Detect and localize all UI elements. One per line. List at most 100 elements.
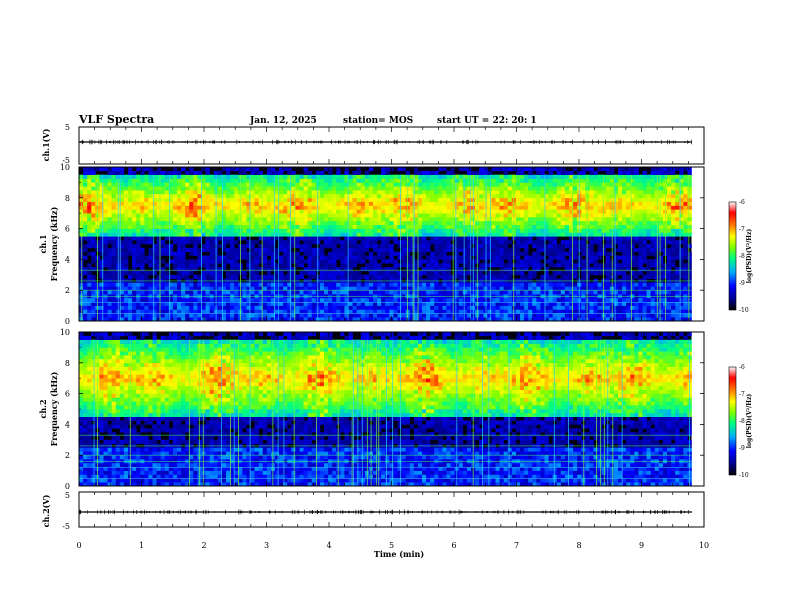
spectrogram-cell: [585, 217, 590, 222]
spectrogram-cell: [262, 240, 268, 245]
spectrogram-cell: [87, 201, 92, 206]
spectrogram-cell: [107, 259, 112, 264]
spectrogram-cell: [156, 263, 161, 268]
spectrogram-cell: [107, 309, 112, 314]
spectrogram-cell: [177, 282, 182, 287]
spectrogram-cell: [160, 217, 166, 222]
spectrogram-cell: [295, 259, 300, 264]
spectrogram-cell: [462, 174, 468, 179]
spectrogram-cell: [417, 182, 423, 187]
spectrogram-cell: [458, 247, 464, 252]
spectrogram-cell: [560, 286, 566, 291]
spectrogram-cell: [295, 240, 300, 245]
spectrogram-cell: [230, 317, 235, 322]
spectrogram-cell: [373, 259, 378, 264]
spectrogram-cell: [83, 313, 88, 318]
spectrogram-cell: [515, 201, 521, 206]
spectrogram-cell: [581, 193, 586, 199]
spectrogram-cell: [487, 217, 492, 222]
spectrogram-cell: [201, 193, 206, 199]
spectrogram-cell: [168, 282, 174, 287]
spectrogram-cell: [254, 224, 259, 229]
spectrogram-cell: [230, 209, 235, 214]
spectrogram-cell: [242, 255, 247, 260]
spectrogram-cell: [172, 213, 178, 218]
spectrogram-cell: [536, 301, 541, 306]
spectrogram-cell: [217, 290, 223, 295]
spectrogram-cell: [328, 217, 333, 222]
spectrogram-cell: [185, 259, 190, 264]
spectrogram-cell: [552, 174, 558, 179]
spectrogram-cell: [250, 186, 255, 191]
spectrogram-cell: [413, 193, 419, 199]
spectrogram-cell: [311, 297, 317, 303]
spectrogram-cell: [111, 240, 117, 245]
spectrogram-cell: [426, 313, 431, 318]
spectrogram-cell: [111, 232, 117, 237]
spectrogram-cell: [348, 317, 353, 322]
spectrogram-cell: [328, 201, 333, 206]
spectrogram-cell: [389, 286, 394, 291]
spectrogram-cell: [434, 182, 439, 187]
spectrogram-cell: [344, 313, 349, 318]
spectrogram-cell: [164, 213, 170, 218]
spectrogram-cell: [356, 259, 362, 264]
spectrogram-cell: [548, 240, 553, 245]
spectrogram-cell: [352, 197, 357, 202]
spectrogram-cell: [328, 186, 333, 191]
spectrogram-cell: [336, 174, 341, 179]
spectrogram-cell: [454, 236, 460, 241]
spectrogram-cell: [324, 193, 329, 199]
spectrogram-cell: [266, 201, 272, 206]
spectrogram-cell: [226, 224, 231, 229]
spectrogram-cell: [462, 251, 468, 256]
spectrogram-cell: [524, 167, 529, 172]
spectrogram-cell: [581, 309, 586, 314]
spectrogram-cell: [397, 317, 402, 322]
spectrogram-cell: [430, 182, 435, 187]
spectrogram-cell: [442, 301, 447, 306]
spectrogram-cell: [536, 247, 541, 252]
spectrogram-cell: [348, 301, 353, 306]
spectrogram-cell: [581, 267, 586, 272]
spectrogram-cell: [430, 186, 435, 191]
spectrogram-cell: [266, 259, 272, 264]
spectrogram-cell: [328, 286, 333, 291]
spectrogram-cell: [152, 217, 157, 222]
spectrogram-cell: [295, 290, 300, 295]
spectrogram-cell: [103, 228, 108, 233]
spectrogram-cell: [303, 267, 308, 272]
spectrogram-cell: [258, 170, 264, 175]
spectrogram-cell: [581, 182, 586, 187]
spectrogram-cell: [487, 213, 492, 218]
spectrogram-cell: [560, 220, 566, 226]
spectrogram-cell: [332, 186, 337, 191]
spectrogram-cell: [422, 267, 427, 272]
spectrogram-cell: [266, 224, 272, 229]
spectrogram-cell: [377, 313, 382, 318]
spectrogram-cell: [250, 244, 255, 249]
spectrogram-cell: [458, 205, 464, 210]
spectrogram-cell: [319, 247, 325, 252]
spectrogram-cell: [446, 240, 451, 245]
spectrogram-cell: [401, 297, 406, 303]
spectrogram-cell: [442, 240, 447, 245]
spectrogram-cell: [201, 209, 206, 214]
spectrogram-cell: [413, 309, 419, 314]
spectrogram-cell: [409, 213, 415, 218]
spectrogram-cell: [381, 217, 386, 222]
spectrogram-cell: [270, 190, 276, 195]
spectrogram-cell: [352, 209, 357, 214]
spectrogram-cell: [364, 174, 370, 179]
spectrogram-cell: [348, 193, 353, 199]
spectrogram-cell: [258, 220, 264, 226]
spectrogram-cell: [242, 228, 247, 233]
spectrogram-cell: [99, 313, 104, 318]
spectrogram-cell: [132, 305, 137, 310]
spectrogram-cell: [91, 205, 96, 210]
spectrogram-cell: [548, 213, 553, 218]
spectrogram-cell: [270, 193, 276, 199]
spectrogram-cell: [164, 178, 170, 183]
spectrogram-cell: [540, 247, 545, 252]
spectrogram-cell: [544, 309, 549, 314]
